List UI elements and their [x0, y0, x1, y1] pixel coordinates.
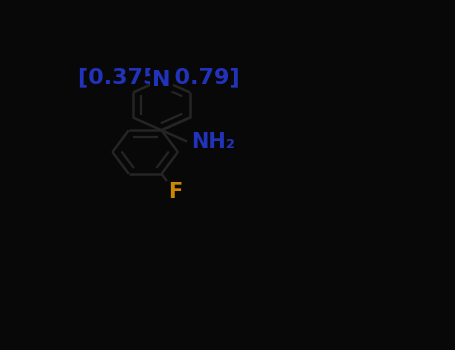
Text: F: F	[168, 182, 182, 202]
Text: NH₂: NH₂	[192, 132, 236, 152]
Text: N: N	[152, 70, 171, 90]
Text: [0.375, 0.79]: [0.375, 0.79]	[78, 67, 240, 87]
